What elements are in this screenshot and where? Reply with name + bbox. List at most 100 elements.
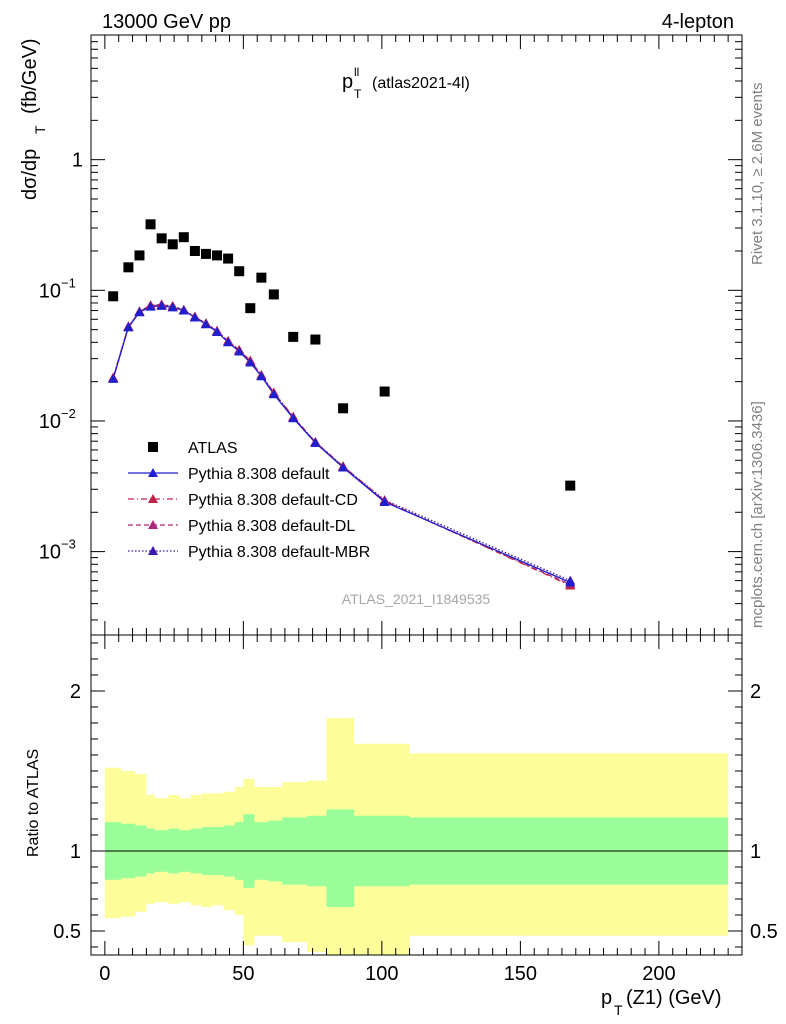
plot-title: p ll T (atlas2021-4l) xyxy=(342,65,470,101)
ratio-band-inner xyxy=(326,809,355,907)
legend-marker-atlas xyxy=(148,442,158,452)
atlas-data-point xyxy=(268,289,279,300)
ratio-y-tick-label-left: 1 xyxy=(70,841,81,863)
series-point-solid xyxy=(167,302,178,312)
legend-marker-dashed xyxy=(148,520,158,529)
main-y-tick-label-exp: −1 xyxy=(61,275,76,290)
x-tick-label: 150 xyxy=(504,963,537,985)
atlas-data-point xyxy=(123,262,134,273)
side-text-rivet: Rivet 3.1.10, ≥ 2.6M events xyxy=(749,83,766,266)
x-axis-label: p T (Z1) (GeV) xyxy=(601,987,722,1018)
series-point-solid xyxy=(565,577,576,587)
series-point-solid xyxy=(178,305,189,315)
atlas-data-point xyxy=(565,480,576,491)
plot-title-sup: ll xyxy=(354,65,359,79)
series-point-solid xyxy=(310,437,321,447)
main-y-axis-label-text: dσ/dp xyxy=(19,149,41,200)
ratio-axis-ticks: 0.5 0.5 1 1 2 2 0 50 100 150 200 xyxy=(53,635,778,985)
series-point-solid xyxy=(256,371,267,381)
legend-marker-dotted xyxy=(148,546,158,555)
series-line-solid xyxy=(112,305,571,584)
main-y-axis-label-unit: (fb/GeV) xyxy=(19,38,41,114)
x-tick-label: 200 xyxy=(642,963,675,985)
x-axis-label-rest: (Z1) (GeV) xyxy=(626,987,722,1009)
series-point-solid xyxy=(145,301,156,311)
analysis-watermark: ATLAS_2021_I1849535 xyxy=(342,591,491,607)
series-line-dashed xyxy=(112,304,571,586)
series-point-solid xyxy=(212,326,223,336)
atlas-data-point xyxy=(189,245,200,256)
series-line-dotted xyxy=(112,304,571,582)
ratio-y-tick-label-left: 2 xyxy=(70,681,81,703)
atlas-data-point xyxy=(256,272,267,283)
legend-label: ATLAS xyxy=(188,440,238,457)
main-panel: 110−110−210−3 xyxy=(39,34,743,636)
legend-label: Pythia 8.308 default xyxy=(188,466,330,483)
main-series-group xyxy=(108,219,576,590)
series-point-solid xyxy=(108,373,119,383)
main-y-tick-labels: 110−110−210−3 xyxy=(39,150,83,564)
main-y-tick-label-exp: −3 xyxy=(61,537,76,552)
x-tick-label: 0 xyxy=(99,963,110,985)
plot-title-sub: T xyxy=(354,87,362,101)
atlas-data-point xyxy=(212,250,223,261)
plot-title-main: p xyxy=(342,71,353,93)
side-text-mcplots: mcplots.cern.ch [arXiv:1306.3436] xyxy=(749,401,766,628)
series-point-solid xyxy=(338,462,349,472)
plot-title-rest: (atlas2021-4l) xyxy=(372,75,470,92)
ratio-panel: 0.5 0.5 1 1 2 2 0 50 100 150 200 xyxy=(53,634,778,985)
ratio-y-tick-label-right: 1 xyxy=(750,841,761,863)
main-y-tick-label-base: 10 xyxy=(39,542,61,564)
atlas-data-point xyxy=(310,334,321,345)
series-point-solid xyxy=(379,496,390,506)
series-point-solid xyxy=(189,312,200,322)
ratio-frame xyxy=(90,634,743,956)
series-point-solid xyxy=(234,346,245,356)
x-tick-label: 50 xyxy=(232,963,254,985)
ratio-y-tick-label-left: 0.5 xyxy=(53,921,81,943)
header-channel-label: 4-lepton xyxy=(662,11,734,33)
atlas-data-point xyxy=(167,239,178,250)
legend-marker-solid xyxy=(148,468,158,477)
atlas-data-point xyxy=(108,291,119,302)
series-point-solid xyxy=(245,357,256,367)
atlas-data-point xyxy=(156,233,167,244)
x-tick-label: 100 xyxy=(365,963,398,985)
atlas-data-point xyxy=(288,331,299,342)
legend-marker-dashdot xyxy=(148,494,158,503)
atlas-data-point xyxy=(234,266,245,277)
main-y-tick-label-base: 10 xyxy=(39,280,61,302)
ratio-y-tick-label-right: 0.5 xyxy=(750,921,778,943)
ratio-bands xyxy=(91,718,742,955)
main-y-tick-label-exp: −2 xyxy=(61,406,76,421)
series-point-solid xyxy=(134,307,145,317)
atlas-data-point xyxy=(338,403,349,414)
ratio-y-axis-label: Ratio to ATLAS xyxy=(25,749,42,857)
series-point-solid xyxy=(288,413,299,423)
series-point-solid xyxy=(200,319,211,329)
atlas-data-point xyxy=(145,219,156,230)
legend-label: Pythia 8.308 default-DL xyxy=(188,518,355,535)
atlas-data-point xyxy=(245,303,256,314)
atlas-data-point xyxy=(134,250,145,261)
atlas-data-point xyxy=(379,386,390,397)
main-y-axis-label-sub: T xyxy=(32,125,48,134)
atlas-data-point xyxy=(178,232,189,243)
series-point-solid xyxy=(123,322,134,332)
atlas-data-point xyxy=(200,248,211,259)
legend-label: Pythia 8.308 default-MBR xyxy=(188,544,370,561)
legend: ATLAS Pythia 8.308 default Pythia 8.308 de… xyxy=(128,440,370,561)
x-axis-label-main: p xyxy=(601,987,612,1009)
series-point-solid xyxy=(223,337,234,347)
main-axis-ticks xyxy=(91,34,742,635)
main-y-tick-label: 1 xyxy=(72,150,83,172)
series-point-solid xyxy=(268,389,279,399)
ratio-y-tick-label-right: 2 xyxy=(750,681,761,703)
x-axis-label-sub: T xyxy=(614,1002,623,1018)
legend-label: Pythia 8.308 default-CD xyxy=(188,492,358,509)
atlas-data-point xyxy=(223,253,234,264)
main-y-axis-label: dσ/dp T (fb/GeV) xyxy=(19,38,48,200)
main-y-tick-label-base: 10 xyxy=(39,411,61,433)
header-energy-label: 13000 GeV pp xyxy=(102,11,231,33)
